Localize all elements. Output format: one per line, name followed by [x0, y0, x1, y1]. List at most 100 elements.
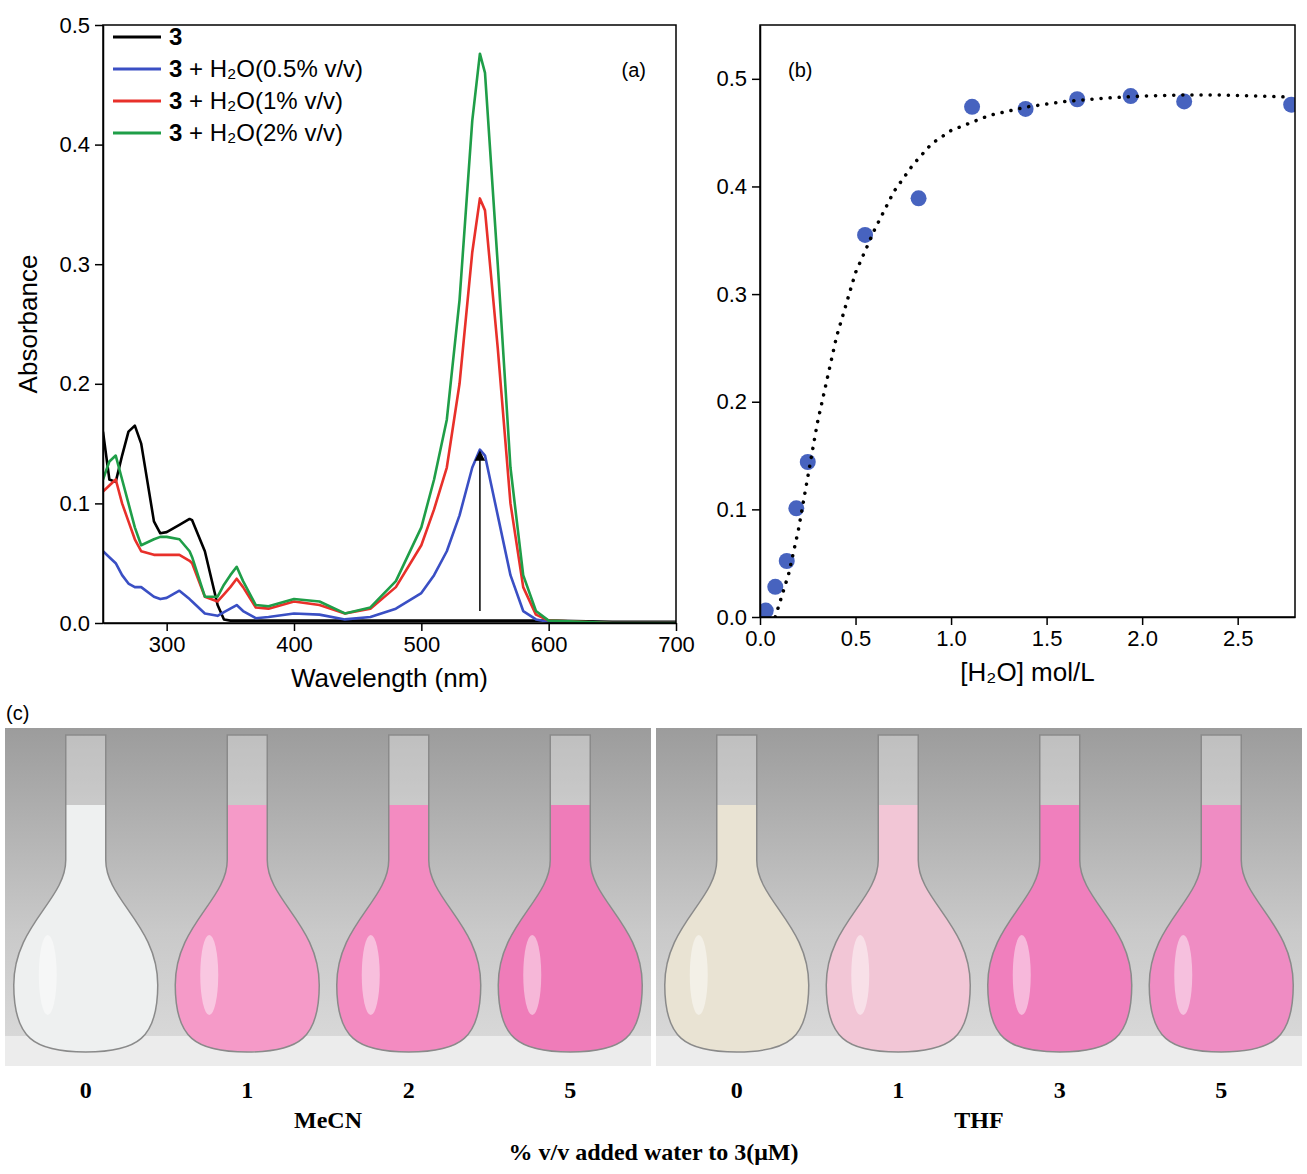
tick: 400: [276, 623, 313, 657]
flask: [175, 735, 319, 1052]
tick-mark: [752, 79, 760, 81]
tick-mark: [294, 623, 296, 631]
tick: 0.5: [716, 66, 760, 91]
sample-label: 2: [403, 1077, 415, 1103]
legend-label: 3 + H₂O(2% v/v): [169, 119, 343, 146]
flask-glass: [337, 735, 481, 1052]
tick-label: 0.5: [841, 626, 872, 651]
tick-mark: [548, 623, 550, 631]
flask-highlight: [39, 935, 57, 1015]
tick: 0.5: [59, 13, 103, 38]
series-line: [775, 95, 1291, 617]
tick: 0.3: [59, 252, 103, 277]
legend-swatch: [113, 100, 161, 103]
data-point: [760, 603, 774, 617]
tick-mark: [752, 186, 760, 188]
axis-line: [104, 623, 677, 625]
x-axis-title: [H₂O] mol/L: [960, 657, 1094, 687]
y-axis: 0.00.10.20.30.40.5: [716, 26, 760, 630]
tick-label: 0.0: [59, 611, 90, 636]
tick-label: 400: [276, 632, 313, 657]
tick-label: 2.0: [1127, 626, 1158, 651]
legend-swatch: [113, 36, 161, 39]
flask-highlight: [851, 935, 869, 1015]
flask-highlight: [523, 935, 541, 1015]
tick-label: 0.4: [716, 174, 747, 199]
plot-frame: [760, 25, 1295, 617]
tick-mark: [951, 617, 953, 625]
sample-label: 5: [1215, 1077, 1227, 1103]
legend-swatch: [113, 68, 161, 71]
flask-glass: [988, 735, 1132, 1052]
figure: 3004005006007000.00.10.20.30.40.5Wavelen…: [0, 0, 1307, 1174]
tick-mark: [1046, 617, 1048, 625]
sample-label: 5: [564, 1077, 576, 1103]
tick-mark: [166, 623, 168, 631]
data-point: [857, 227, 873, 243]
panel-label: (a): [622, 59, 646, 81]
flask-liquid: [175, 805, 319, 1052]
flask-highlight: [690, 935, 708, 1015]
flask: [665, 735, 809, 1052]
tick-label: 0.2: [716, 389, 747, 414]
arrow: [479, 456, 481, 611]
photo-background: [656, 728, 1302, 1066]
flask: [826, 735, 970, 1052]
plot-area: [760, 88, 1295, 617]
axis-line: [760, 26, 762, 618]
x-axis: 300400500600700: [104, 623, 695, 657]
photo-group: [656, 728, 1302, 1066]
tick: 0.4: [59, 132, 103, 157]
sample-label: 0: [731, 1077, 743, 1103]
tick-mark: [95, 503, 103, 505]
tick-label: 0.3: [716, 282, 747, 307]
tick: 700: [658, 623, 695, 657]
x-axis: 0.00.51.01.52.02.5: [745, 617, 1295, 651]
flask-liquid: [665, 805, 809, 1052]
series-line: [103, 54, 676, 623]
data-point: [800, 454, 816, 470]
tick: 2.0: [1127, 617, 1158, 651]
legend-label: 3: [169, 23, 182, 50]
tick-label: 300: [149, 632, 186, 657]
panel-label: (c): [6, 702, 29, 724]
series-line: [103, 198, 676, 623]
axis-line: [761, 617, 1296, 619]
legend: 33 + H₂O(0.5% v/v)3 + H₂O(1% v/v)3 + H₂O…: [113, 23, 363, 146]
tick: 0.0: [745, 617, 776, 651]
caption: % v/v added water to 3(μM): [509, 1139, 799, 1165]
flask-highlight: [1013, 935, 1031, 1015]
tick-mark: [1237, 617, 1239, 625]
tick-label: 1.5: [1032, 626, 1063, 651]
tick: 0.0: [59, 611, 103, 636]
flask-glass: [14, 735, 158, 1052]
flask-outline: [14, 735, 158, 1052]
flask-liquid: [337, 805, 481, 1052]
flask-liquid: [988, 805, 1132, 1052]
y-axis-title: Absorbance: [13, 255, 43, 394]
tick: 300: [149, 623, 186, 657]
tick: 2.5: [1223, 617, 1254, 651]
flask-outline: [337, 735, 481, 1052]
tick: 0.0: [716, 605, 760, 630]
flask: [1149, 735, 1293, 1052]
flask-glass: [175, 735, 319, 1052]
tick-mark: [752, 401, 760, 403]
tick-label: 0.4: [59, 132, 90, 157]
tick-mark: [95, 144, 103, 146]
flask-glass: [1149, 735, 1293, 1052]
flask-liquid: [1149, 805, 1293, 1052]
tick: 0.2: [59, 371, 103, 396]
flask-liquid: [826, 805, 970, 1052]
flask: [498, 735, 642, 1052]
solvent-label: THF: [954, 1107, 1003, 1133]
tick-label: 600: [531, 632, 568, 657]
data-point: [911, 190, 927, 206]
tick-label: 0.2: [59, 371, 90, 396]
plot-area: [103, 54, 676, 623]
legend-swatch: [113, 132, 161, 135]
flask-glass: [826, 735, 970, 1052]
plot-frame: [103, 25, 676, 623]
tick-label: 0.5: [716, 66, 747, 91]
tick-mark: [95, 25, 103, 27]
